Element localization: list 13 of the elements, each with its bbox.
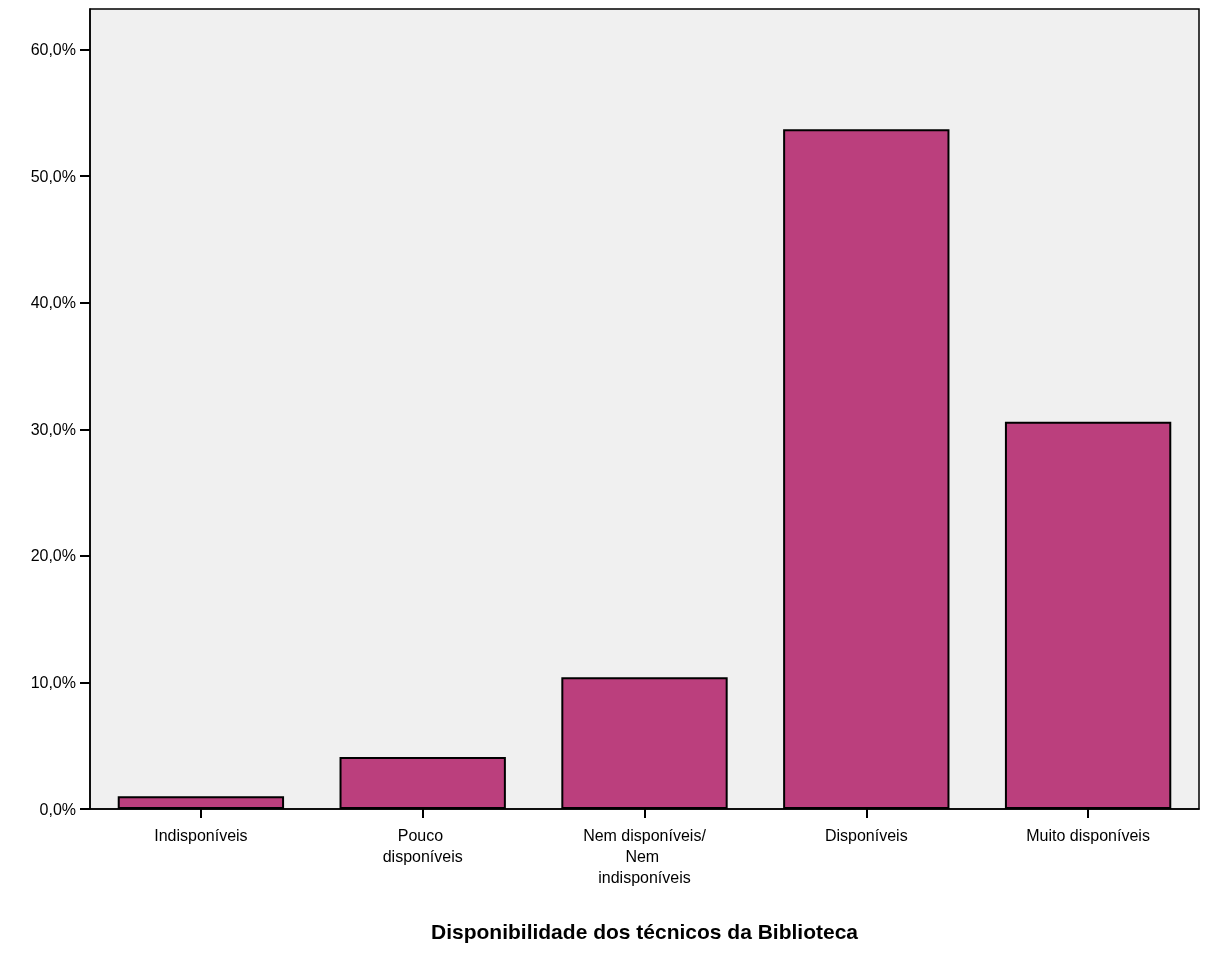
y-tick-label: 0,0% (39, 800, 76, 818)
y-tick-label: 20,0% (30, 547, 76, 565)
x-tick-label: Muito disponíveis (1026, 827, 1150, 844)
y-tick-label: 60,0% (30, 41, 76, 59)
x-axis-title: Disponibilidade dos técnicos da Biblioteca (430, 920, 859, 943)
x-tick-label: Pouco disponíveis (382, 827, 463, 865)
y-tick-label: 50,0% (30, 167, 76, 185)
x-tick-label: Indisponíveis (154, 827, 248, 844)
y-tick-label: 10,0% (30, 673, 76, 691)
x-tick-label: Nem disponíveis/Nem indisponíveis (583, 827, 707, 886)
y-tick-label: 30,0% (30, 420, 76, 438)
x-tick-label: Disponíveis (824, 827, 908, 844)
y-tick-label: 40,0% (30, 294, 76, 312)
